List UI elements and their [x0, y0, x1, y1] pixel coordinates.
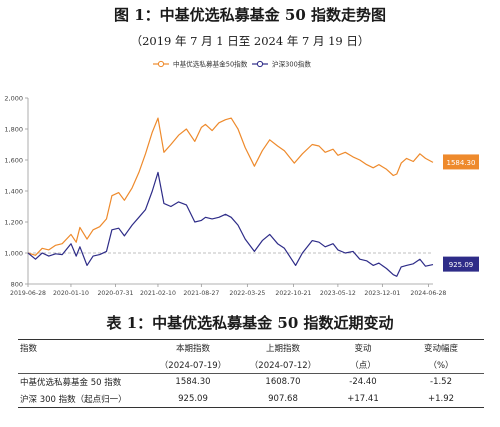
col-subheader-pct-unit: （%）	[398, 356, 484, 374]
col-header-index: 指数	[18, 339, 148, 357]
table-header-subrow: （2024-07-19） （2024-07-12） （点） （%）	[18, 356, 484, 374]
col-subheader-index	[18, 356, 148, 374]
legend-label: 沪深300指数	[272, 60, 311, 69]
cell-previous: 1608.70	[265, 377, 301, 388]
table-row: 中基优选私募基金 50 指数 1584.30 1608.70 -24.40 -1…	[18, 374, 484, 391]
y-tick-label: 1,600	[4, 157, 23, 165]
y-tick-label: 800	[11, 281, 23, 289]
cell-change: -24.40	[349, 377, 377, 388]
csi300-series-line	[27, 171, 434, 277]
y-tick-label: 1,000	[4, 250, 23, 258]
cell-previous: 907.68	[238, 390, 328, 408]
x-tick-label: 2023-05-12	[320, 290, 356, 297]
x-tick-label: 2021-02-10	[140, 290, 176, 297]
cell-change: +17.41	[328, 390, 398, 408]
y-tick-label: 1,400	[4, 188, 23, 196]
x-tick-label: 2020-07-31	[97, 290, 133, 297]
index-line-chart: 800 1,000 1,200 1,400 1,600 1,800 2,000 2019-06…	[4, 60, 479, 297]
end-value-label-box	[443, 154, 479, 170]
col-header-change-pct: 变动幅度	[398, 339, 484, 357]
col-subheader-current-date: （2024-07-19）	[148, 356, 238, 374]
x-tick-label: 2023-12-01	[364, 290, 400, 297]
legend-swatch-marker	[256, 60, 264, 68]
table-header-row: 指数 本期指数 上期指数 变动 变动幅度	[18, 339, 484, 357]
fund-series-line	[27, 117, 434, 256]
cell-change-pct: -1.52	[430, 377, 452, 388]
x-tick-label: 2022-10-21	[275, 290, 311, 297]
cell-current: 925.09	[148, 390, 238, 408]
end-value-label-box	[443, 256, 479, 272]
cell-current: 1584.30	[175, 377, 211, 388]
col-subheader-change-unit: （点）	[328, 356, 398, 374]
cell-index-name: 沪深 300 指数（起点归一）	[18, 390, 148, 408]
y-tick-label: 1,200	[4, 219, 23, 227]
figure-title: 图 1：中基优选私募基金 50 指数走势图	[114, 6, 386, 24]
x-tick-label: 2024-06-28	[410, 290, 446, 297]
x-tick-label: 2019-06-28	[10, 290, 46, 297]
index-change-table: 指数 本期指数 上期指数 变动 变动幅度 （2024-07-19） （2024-…	[18, 339, 484, 408]
end-value-label: 925.09	[449, 261, 474, 269]
legend-label: 中基优选私募基金50指数	[173, 60, 248, 69]
table-title: 表 1：中基优选私募基金 50 指数近期变动	[106, 314, 394, 332]
cell-change-pct: +1.92	[398, 390, 484, 408]
cell-index-name: 中基优选私募基金 50 指数	[20, 378, 122, 389]
table-row: 沪深 300 指数（起点归一） 925.09 907.68 +17.41 +1.…	[18, 390, 484, 408]
col-subheader-previous-date: （2024-07-12）	[238, 356, 328, 374]
legend-swatch-marker	[157, 60, 165, 68]
figure-subtitle: （2019 年 7 月 1 日至 2024 年 7 月 19 日）	[130, 34, 370, 48]
x-tick-label: 2020-01-10	[53, 290, 89, 297]
x-tick-label: 2022-03-25	[229, 290, 265, 297]
y-tick-label: 2,000	[4, 95, 23, 103]
col-header-current: 本期指数	[148, 339, 238, 357]
end-value-label: 1584.30	[447, 159, 476, 167]
col-header-change: 变动	[328, 339, 398, 357]
col-header-previous: 上期指数	[238, 339, 328, 357]
x-tick-label: 2021-08-27	[183, 290, 219, 297]
y-tick-label: 1,800	[4, 126, 23, 134]
